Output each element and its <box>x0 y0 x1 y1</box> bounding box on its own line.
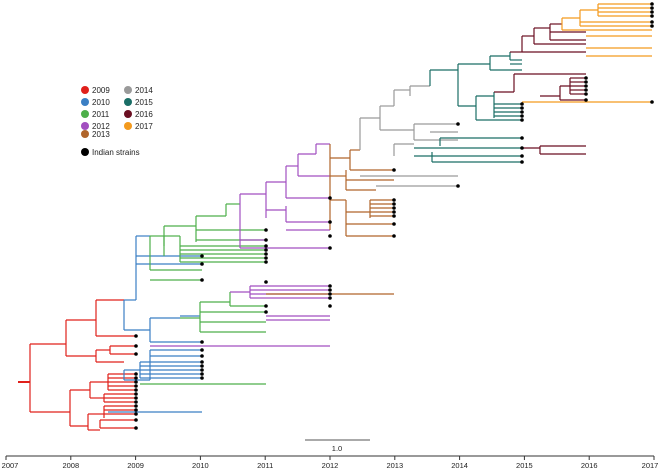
legend-item-indian-strains: Indian strains <box>81 148 140 157</box>
indian-strain-markers <box>134 2 654 430</box>
axis-label-2009: 2009 <box>127 461 144 468</box>
legend-item-2015: 2015 <box>124 98 153 107</box>
legend-label-indian-strains: Indian strains <box>92 148 140 157</box>
legend-label-2012: 2012 <box>92 122 110 131</box>
legend-swatch-2009 <box>81 86 89 94</box>
legend-swatch-indian-strains <box>81 148 89 156</box>
legend-item-2012: 2012 <box>81 122 110 131</box>
legend-swatch-2011 <box>81 110 89 118</box>
legend-swatch-2013 <box>81 130 89 138</box>
legend-item-2014: 2014 <box>124 86 153 95</box>
clade-2017 <box>522 3 652 103</box>
axis-label-2011: 2011 <box>257 461 273 468</box>
clade-2010 <box>108 235 202 413</box>
legend-swatch-2014 <box>124 86 132 94</box>
axis-label-2017: 2017 <box>642 461 659 468</box>
legend-item-2013: 2013 <box>81 130 110 139</box>
legend-swatch-2015 <box>124 98 132 106</box>
time-axis-ticks: 2007 2008 2009 2010 2011 2012 2013 2014 2015 2016… <box>2 456 659 468</box>
scale-bar: 1.0 <box>305 439 370 453</box>
clade-2009 <box>18 299 136 431</box>
legend-label-2009: 2009 <box>92 86 110 95</box>
axis-label-2007: 2007 <box>2 461 19 468</box>
legend-label-2013: 2013 <box>92 130 110 139</box>
legend-swatch-2012 <box>81 122 89 130</box>
legend-label-2011: 2011 <box>92 110 110 119</box>
scale-bar-label: 1.0 <box>332 444 342 453</box>
clade-2014 <box>359 85 458 187</box>
clade-2016 <box>494 23 586 155</box>
axis-label-2015: 2015 <box>516 461 533 468</box>
axis-label-2012: 2012 <box>322 461 339 468</box>
axis-label-2010: 2010 <box>192 461 209 468</box>
legend-label-2015: 2015 <box>135 98 153 107</box>
legend-label-2016: 2016 <box>135 110 153 119</box>
axis-label-2014: 2014 <box>451 461 468 468</box>
legend-label-2010: 2010 <box>92 98 110 107</box>
legend-label-2017: 2017 <box>135 122 153 131</box>
clade-2012 <box>150 143 330 347</box>
legend-swatch-2017 <box>124 122 132 130</box>
legend-label-2014: 2014 <box>135 86 153 95</box>
legend-swatch-2010 <box>81 98 89 106</box>
time-axis: 2007 2008 2009 2010 2011 2012 2013 2014 2015 2016… <box>2 455 659 468</box>
legend-item-2017: 2017 <box>124 122 153 131</box>
legend-item-2016: 2016 <box>124 110 153 119</box>
axis-label-2016: 2016 <box>581 461 598 468</box>
legend-item-2010: 2010 <box>81 98 110 107</box>
clade-2013 <box>266 144 394 295</box>
legend-swatch-2016 <box>124 110 132 118</box>
clade-2015 <box>414 52 522 163</box>
legend-item-2009: 2009 <box>81 86 110 95</box>
legend-item-2011: 2011 <box>81 110 110 119</box>
legend: 2009 2010 2011 2012 2013 2014 2015 2016 <box>81 86 153 157</box>
clade-2011 <box>140 203 266 385</box>
axis-label-2013: 2013 <box>386 461 403 468</box>
phylogenetic-tree <box>18 2 654 431</box>
axis-label-2008: 2008 <box>62 461 79 468</box>
